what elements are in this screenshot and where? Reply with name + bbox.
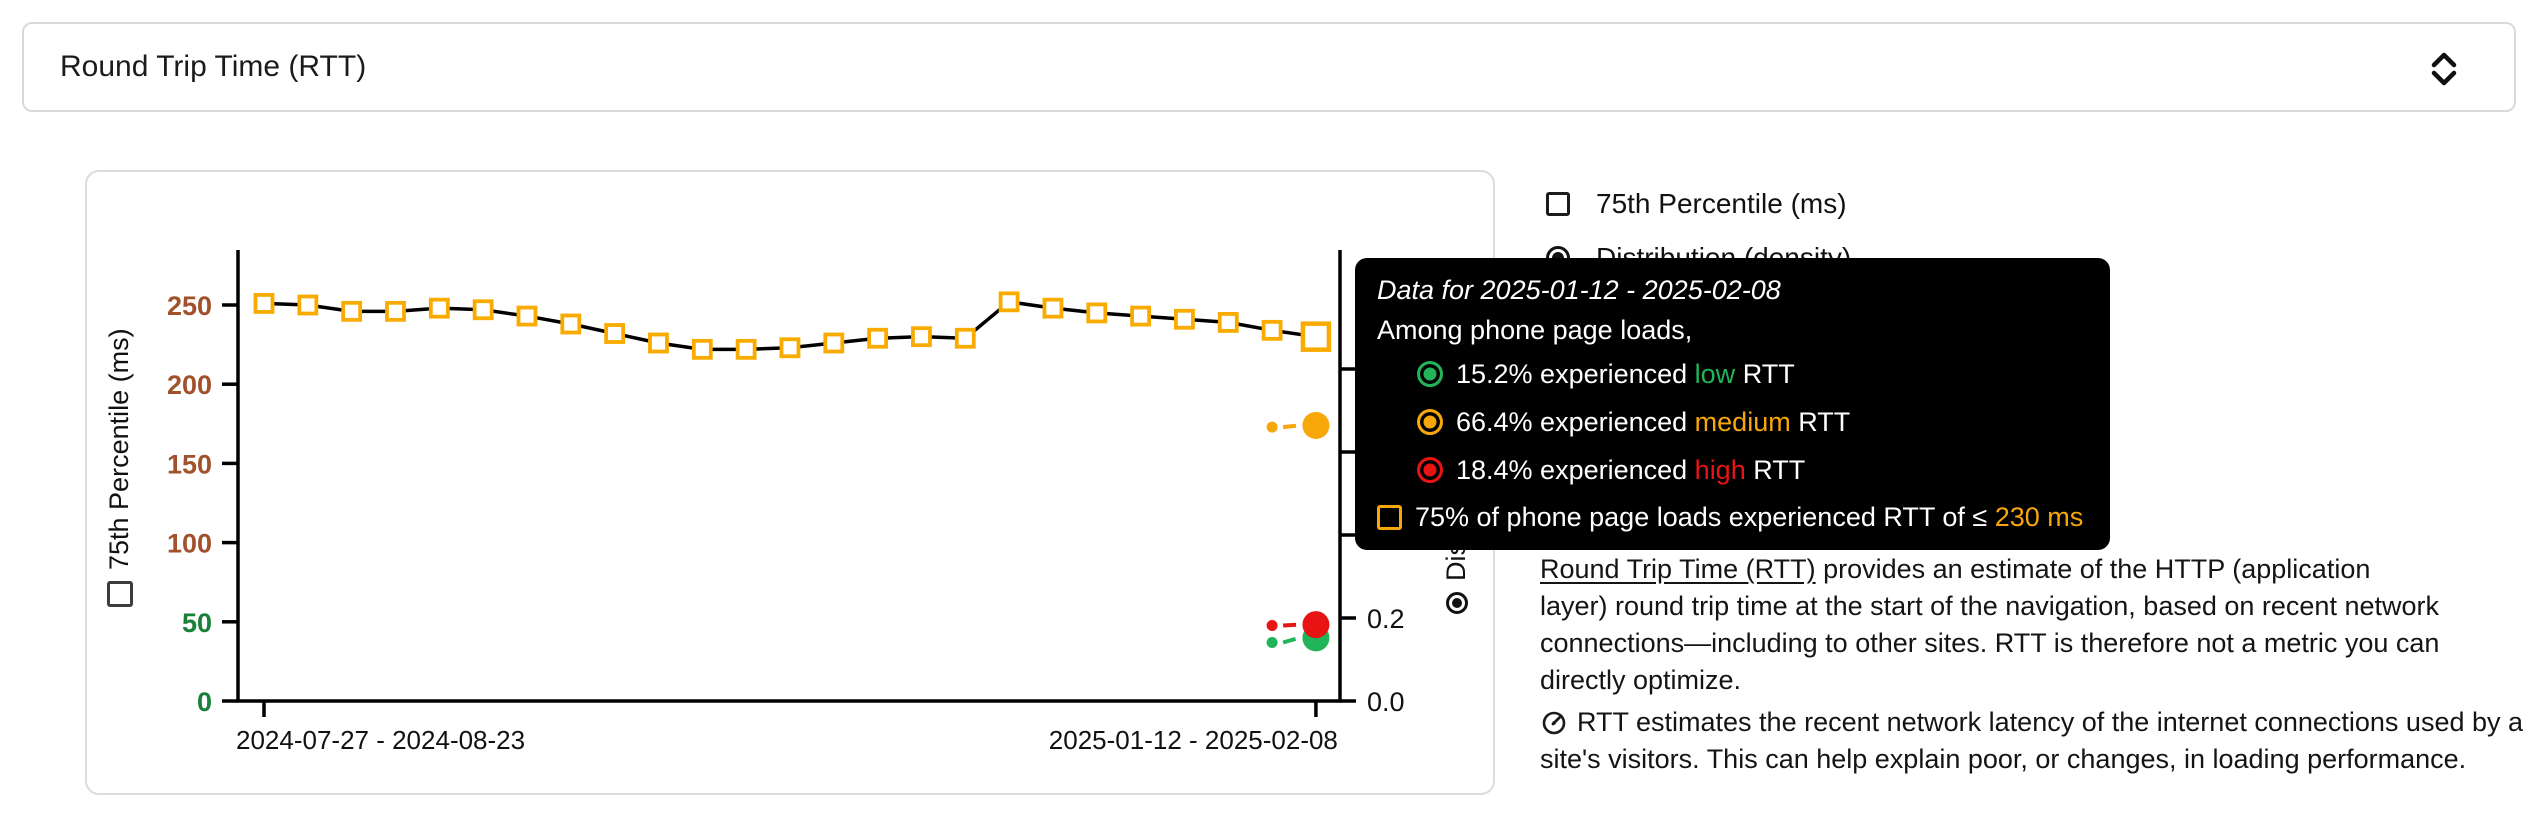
tooltip-row-high: 18.4% experienced high RTT	[1377, 446, 2086, 494]
chart-tooltip: Data for 2025-01-12 - 2025-02-08 Among p…	[1355, 258, 2110, 550]
point-marker[interactable]	[1174, 308, 1195, 330]
svg-text:0: 0	[197, 687, 212, 717]
svg-text:200: 200	[167, 370, 212, 400]
point-marker[interactable]	[648, 332, 669, 354]
point-marker[interactable]	[341, 300, 363, 322]
low-density-point[interactable]	[1266, 636, 1278, 648]
point-marker[interactable]	[1086, 302, 1108, 324]
point-marker[interactable]	[779, 337, 801, 359]
tooltip-row-p75: 75% of phone page loads experienced RTT …	[1377, 494, 2086, 541]
rtt-explanation-text: RTT estimates the recent network latency…	[1540, 707, 2524, 774]
rtt-explanation-paragraph: RTT estimates the recent network latency…	[1540, 704, 2525, 778]
p75-value: 230 ms	[1994, 502, 2084, 532]
percentile-checkbox[interactable]	[1546, 192, 1570, 216]
percentile-square-icon	[1377, 505, 1402, 530]
left-axis-ticks: 0 50 100 150 200 250	[167, 291, 238, 717]
point-marker[interactable]	[691, 338, 713, 360]
rtt-description-text: provides an estimate of the HTTP (applic…	[1540, 554, 2440, 695]
high-density-point[interactable]	[1266, 619, 1278, 631]
point-marker[interactable]	[1217, 312, 1239, 333]
high-keyword: high	[1694, 454, 1746, 485]
point-marker[interactable]	[954, 327, 976, 349]
legend-row-percentile[interactable]: 75th Percentile (ms)	[1546, 188, 1847, 220]
high-density-dot-icon	[1417, 457, 1443, 483]
point-marker[interactable]	[516, 305, 538, 327]
percentile-line-series	[253, 291, 1332, 360]
medium-density-point[interactable]	[1266, 421, 1278, 433]
point-marker[interactable]	[735, 338, 757, 360]
percentile-legend-label: 75th Percentile (ms)	[1596, 188, 1847, 219]
medium-density-point-hovered[interactable]	[1302, 411, 1330, 439]
point-marker[interactable]	[297, 294, 319, 316]
chart-axes	[236, 250, 1342, 703]
metric-select[interactable]: Round Trip Time (RTT)	[22, 22, 2516, 112]
point-marker[interactable]	[560, 313, 582, 335]
point-marker[interactable]	[472, 299, 494, 321]
chart-card: 0501001502002500.00.20.40.60.82024-07-27…	[85, 170, 1495, 795]
point-marker[interactable]	[998, 291, 1020, 313]
metric-select-value: Round Trip Time (RTT)	[60, 50, 367, 83]
left-axis-label: 75th Percentile (ms)	[104, 328, 135, 607]
density-dot-series	[1266, 411, 1330, 652]
svg-text:100: 100	[167, 529, 212, 559]
point-marker[interactable]	[1130, 305, 1151, 327]
rtt-chart-plot[interactable]: 0501001502002500.00.20.40.60.82024-07-27…	[87, 172, 1493, 793]
rtt-description-paragraph: Round Trip Time (RTT) provides an estima…	[1540, 551, 2445, 699]
point-marker[interactable]	[823, 332, 845, 354]
x-axis-labels: 2024-07-27 - 2024-08-23 2025-01-12 - 2025…	[236, 701, 1338, 755]
medium-keyword: medium	[1694, 406, 1791, 437]
medium-density-dot-icon	[1417, 409, 1443, 435]
left-axis-label-text: 75th Percentile (ms)	[104, 328, 134, 570]
svg-text:2024-07-27 - 2024-08-23: 2024-07-27 - 2024-08-23	[236, 725, 525, 755]
low-keyword: low	[1694, 358, 1736, 389]
point-marker[interactable]	[911, 326, 932, 348]
point-marker[interactable]	[385, 300, 406, 322]
tooltip-subtitle: Among phone page loads,	[1377, 315, 1693, 345]
svg-text:2025-01-12 - 2025-02-08: 2025-01-12 - 2025-02-08	[1049, 725, 1338, 755]
distribution-axis-radio[interactable]	[1445, 592, 1468, 614]
high-density-point-hovered[interactable]	[1302, 611, 1330, 639]
svg-text:0.2: 0.2	[1367, 604, 1405, 634]
select-up-down-icon	[2431, 52, 2457, 86]
point-marker[interactable]	[1261, 319, 1283, 341]
gauge-icon	[1542, 711, 1566, 735]
point-marker[interactable]	[428, 297, 450, 319]
point-marker[interactable]	[604, 323, 626, 344]
tooltip-period: Data for 2025-01-12 - 2025-02-08	[1377, 275, 1781, 305]
svg-text:250: 250	[167, 291, 212, 321]
svg-text:0.0: 0.0	[1367, 687, 1405, 717]
low-density-dot-icon	[1417, 361, 1443, 387]
svg-text:150: 150	[167, 449, 212, 479]
tooltip-row-low: 15.2% experienced low RTT	[1377, 350, 2086, 398]
point-marker[interactable]	[867, 327, 889, 349]
tooltip-row-medium: 66.4% experienced medium RTT	[1377, 398, 2086, 446]
percentile-axis-checkbox[interactable]	[106, 581, 133, 607]
point-marker[interactable]	[253, 293, 275, 314]
point-marker[interactable]	[1042, 297, 1064, 319]
hovered-point-marker[interactable]	[1300, 321, 1332, 352]
svg-text:50: 50	[182, 608, 212, 638]
rtt-doc-link[interactable]: Round Trip Time (RTT)	[1540, 554, 1816, 584]
